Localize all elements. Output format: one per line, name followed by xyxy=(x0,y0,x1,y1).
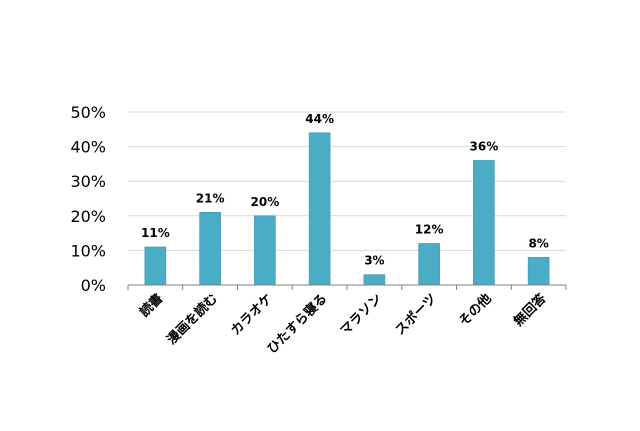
bar-6 xyxy=(473,160,495,286)
data-label: 20% xyxy=(251,195,280,209)
data-label: 12% xyxy=(415,222,444,236)
gridlines xyxy=(128,111,566,251)
data-label: 21% xyxy=(196,191,225,205)
x-tick-label: 漫画を読む xyxy=(164,291,221,348)
x-tick-label: スポーツ xyxy=(392,291,440,339)
axes xyxy=(127,284,567,290)
x-tick-label: マラソン xyxy=(338,291,385,338)
bar-2 xyxy=(254,215,276,286)
x-tick-label: 読書 xyxy=(136,291,166,321)
y-tick-label: 20% xyxy=(70,207,106,226)
data-label: 11% xyxy=(141,226,170,240)
bar-1 xyxy=(199,212,221,286)
bar-3 xyxy=(308,132,331,286)
bar-5 xyxy=(418,243,440,286)
data-label: 36% xyxy=(470,139,499,153)
data-label: 44% xyxy=(305,112,334,126)
bar-0 xyxy=(144,246,167,286)
x-tick-label: 無回答 xyxy=(511,290,551,330)
y-tick-labels: 0% 10% 20% 30% 40% 50% xyxy=(70,103,106,295)
x-tick-label: カラオケ xyxy=(228,291,275,338)
y-tick-label: 30% xyxy=(70,172,106,191)
y-tick-label: 40% xyxy=(70,138,106,157)
data-labels: 11% 21% 20% 44% 3% 12% 36% 8% xyxy=(141,112,549,268)
bars xyxy=(144,132,550,286)
bar-4 xyxy=(363,274,386,286)
bar-7 xyxy=(527,257,550,286)
data-label: 3% xyxy=(364,254,384,268)
y-tick-label: 10% xyxy=(70,241,106,260)
y-tick-label: 0% xyxy=(81,276,106,295)
data-label: 8% xyxy=(528,236,548,250)
y-tick-label: 50% xyxy=(70,103,106,122)
x-tick-label: その他 xyxy=(456,291,495,330)
